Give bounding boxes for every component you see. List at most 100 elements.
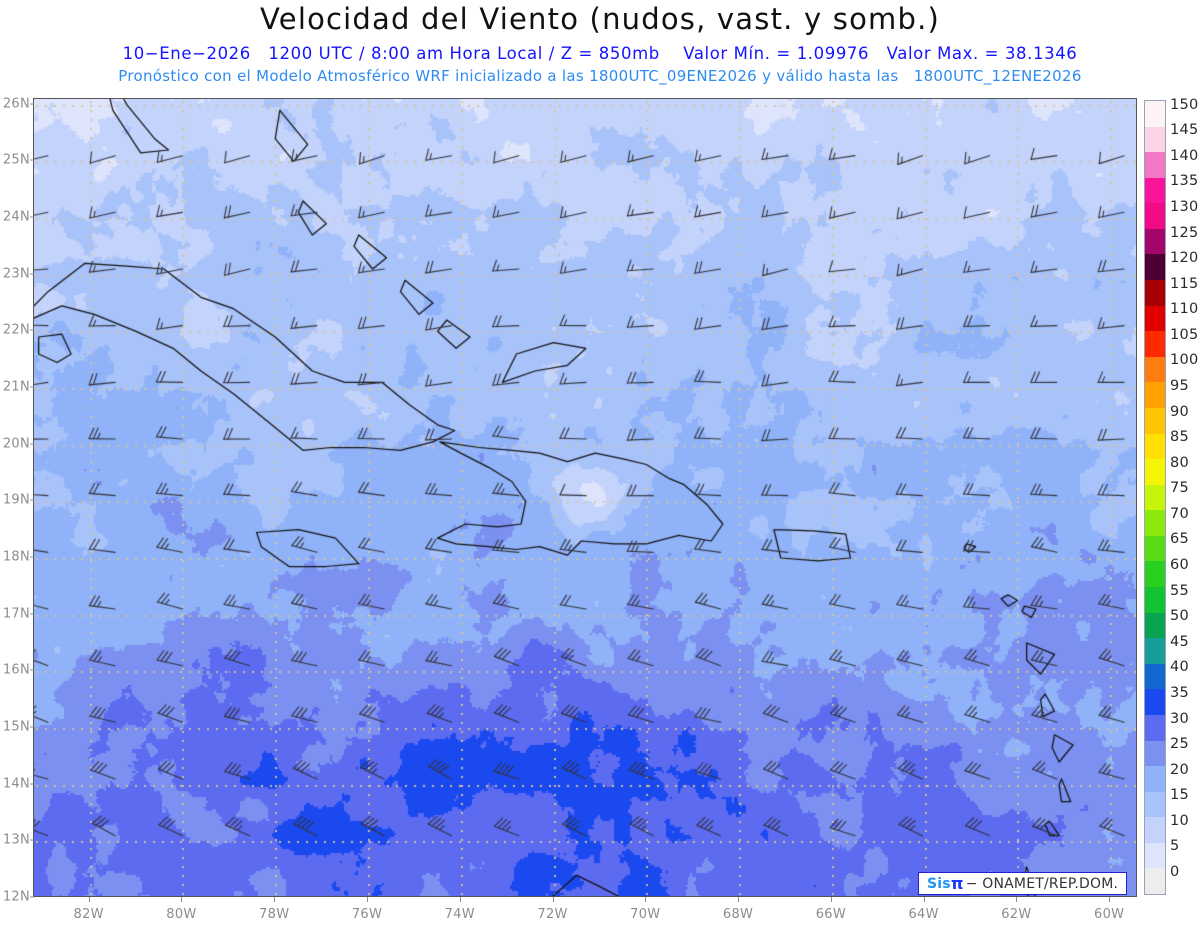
colorbar-tick-label: 120 — [1170, 250, 1199, 267]
colorbar-band — [1145, 535, 1165, 562]
colorbar-band — [1145, 484, 1165, 511]
longitude-tick-mark — [645, 897, 647, 902]
colorbar-band — [1145, 587, 1165, 613]
colorbar-tick-label: 100 — [1170, 352, 1199, 369]
longitude-tick-label: 70W — [630, 907, 661, 922]
colorbar-band — [1145, 433, 1165, 460]
latitude-tick-label: 15N — [2, 719, 30, 735]
colorbar-band — [1145, 305, 1165, 332]
longitude-axis: 82W 80W 78W 76W 74W 72W 70W 68W 66W 64W 62W 60W — [0, 897, 1200, 927]
colorbar-band — [1145, 817, 1165, 843]
latitude-tick-mark — [30, 443, 34, 445]
colorbar-band — [1145, 382, 1165, 408]
colorbar-tick-label: 150 — [1170, 96, 1199, 113]
colorbar-tick-label: 125 — [1170, 224, 1199, 241]
colorbar-tick-label: 145 — [1170, 122, 1199, 139]
longitude-tick-mark — [181, 897, 183, 902]
longitude-tick-mark — [552, 897, 554, 902]
longitude-tick-mark — [88, 897, 90, 902]
colorbar-band — [1145, 280, 1165, 306]
colorbar-tick-label: 70 — [1170, 505, 1190, 522]
latitude-tick-mark — [30, 216, 34, 218]
colorbar-band — [1145, 740, 1165, 767]
colorbar-band — [1145, 714, 1165, 741]
colorbar-tick-label: 10 — [1170, 812, 1190, 829]
colorbar-tick-label: 0 — [1170, 864, 1180, 881]
longitude-tick-label: 78W — [259, 907, 290, 922]
longitude-tick-label: 72W — [537, 907, 568, 922]
latitude-tick-label: 18N — [2, 549, 30, 565]
colorbar-band — [1145, 177, 1165, 204]
latitude-tick-label: 24N — [2, 209, 30, 225]
colorbar-labels: 0 5 10 15 20 25 30 35 40 45 50 55 60 65 70 75 80 85 90 95 10… — [1170, 96, 1200, 895]
colorbar-tick-label: 135 — [1170, 173, 1199, 190]
colorbar-tick-label: 115 — [1170, 275, 1199, 292]
longitude-tick-mark — [923, 897, 925, 902]
longitude-tick-mark — [1016, 897, 1018, 902]
colorbar-band — [1145, 254, 1165, 281]
longitude-tick-mark — [366, 897, 368, 902]
colorbar-band — [1145, 203, 1165, 229]
colorbar-tick-label: 30 — [1170, 710, 1190, 727]
colorbar-band — [1145, 561, 1165, 588]
colorbar-band — [1145, 510, 1165, 536]
colorbar-tick-label: 40 — [1170, 659, 1190, 676]
model-run-info: Pronóstico con el Modelo Atmosférico WRF… — [118, 67, 1082, 85]
latitude-tick-label: 26N — [2, 96, 30, 112]
latitude-tick-label: 17N — [2, 606, 30, 622]
latitude-tick-mark — [30, 783, 34, 785]
colorbar-tick-label: 75 — [1170, 480, 1190, 497]
longitude-tick-label: 74W — [444, 907, 475, 922]
colorbar-tick-label: 20 — [1170, 761, 1190, 778]
colorbar-band — [1145, 101, 1165, 127]
latitude-tick-label: 20N — [2, 436, 30, 452]
longitude-tick-mark — [459, 897, 461, 902]
logo-agency-text: − ONAMET/REP.DOM. — [965, 875, 1119, 892]
latitude-tick-mark — [30, 103, 34, 105]
colorbar-tick-label: 85 — [1170, 429, 1190, 446]
colorbar-tick-label: 50 — [1170, 608, 1190, 625]
longitude-tick-label: 80W — [166, 907, 197, 922]
longitude-tick-label: 76W — [351, 907, 383, 922]
latitude-tick-mark — [30, 329, 34, 331]
page-title: Velocidad del Viento (nudos, vast. y som… — [259, 2, 940, 36]
colorbar-band — [1145, 356, 1165, 383]
colorbar-band — [1145, 689, 1165, 715]
colorbar-tick-label: 105 — [1170, 326, 1199, 343]
latitude-tick-mark — [30, 896, 34, 898]
colorbar-band — [1145, 331, 1165, 357]
latitude-tick-label: 13N — [2, 832, 30, 848]
longitude-tick-label: 62W — [1001, 907, 1032, 922]
colorbar-band — [1145, 459, 1165, 485]
header: Velocidad del Viento (nudos, vast. y som… — [0, 0, 1200, 95]
colorbar-tick-label: 95 — [1170, 377, 1190, 394]
longitude-tick-label: 60W — [1094, 907, 1125, 922]
colorbar-tick-label: 80 — [1170, 454, 1190, 471]
latitude-tick-label: 21N — [2, 379, 30, 395]
colorbar-band — [1145, 842, 1165, 869]
latitude-tick-mark — [30, 386, 34, 388]
latitude-tick-mark — [30, 273, 34, 275]
colorbar-tick-label: 60 — [1170, 557, 1190, 574]
latitude-tick-label: 22N — [2, 322, 30, 338]
latitude-tick-mark — [30, 839, 34, 841]
colorbar-tick-label: 90 — [1170, 403, 1190, 420]
colorbar-tick-label: 110 — [1170, 301, 1199, 318]
colorbar-band — [1145, 228, 1165, 255]
logo-pi-icon: π — [950, 874, 964, 893]
colorbar-tick-label: 5 — [1170, 838, 1180, 855]
colorbar-tick-label: 65 — [1170, 531, 1190, 548]
longitude-tick-label: 66W — [815, 907, 846, 922]
colorbar-tick-label: 15 — [1170, 787, 1190, 804]
colorbar-tick-label: 25 — [1170, 736, 1190, 753]
colorbar-tick-label: 45 — [1170, 633, 1190, 650]
forecast-valid-info: 10−Ene−2026 1200 UTC / 8:00 am Hora Loca… — [122, 44, 1078, 63]
longitude-tick-label: 64W — [908, 907, 939, 922]
latitude-tick-label: 23N — [2, 266, 30, 282]
latitude-axis: 26N 25N 24N 23N 22N 21N 20N 19N 18N 17N 16N 15N 14N 1… — [0, 0, 34, 927]
colorbar-band — [1145, 663, 1165, 690]
colorbar-band — [1145, 638, 1165, 664]
latitude-tick-label: 12N — [2, 889, 30, 905]
wind-speed-map[interactable] — [33, 98, 1137, 897]
latitude-tick-mark — [30, 556, 34, 558]
